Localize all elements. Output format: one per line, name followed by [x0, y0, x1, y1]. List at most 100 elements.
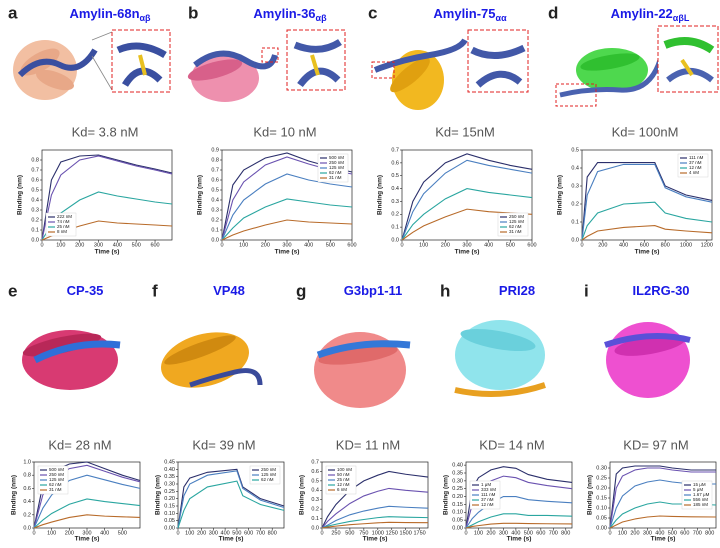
y-tick-label: 0.8: [31, 157, 39, 163]
legend-label: 31 nM: [49, 487, 62, 492]
y-tick-label: 0.15: [452, 502, 463, 508]
binding-curve: [41, 154, 173, 241]
helix: [580, 53, 640, 71]
helix: [390, 57, 430, 93]
binding-curve: [221, 219, 353, 241]
structure-a: [13, 29, 171, 100]
x-tick-label: 500: [506, 242, 515, 248]
y-tick-label: 0.2: [391, 212, 399, 218]
y-tick-label: 0.9: [211, 147, 219, 153]
y-tick-label: 0.25: [596, 475, 607, 481]
legend-label: 556 nM: [693, 497, 708, 502]
x-tick-label: 300: [282, 242, 291, 248]
panel-letter: c: [368, 3, 377, 22]
binding-curve: [609, 515, 717, 529]
x-tick-label: 400: [100, 530, 109, 536]
helix: [164, 335, 236, 365]
structure-h: [454, 320, 546, 397]
y-axis-label: Binding (nm): [197, 175, 204, 215]
x-axis-label: Time (s): [507, 536, 532, 543]
y-tick-label: 0.00: [164, 525, 175, 531]
connector: [91, 31, 113, 41]
y-tick-label: 0.30: [596, 465, 607, 471]
panel-title: Amylin-22αβL: [611, 6, 690, 23]
y-tick-label: 0.1: [31, 227, 39, 233]
plot-frame: [41, 149, 173, 241]
legend-label: 222 nM: [57, 214, 72, 219]
y-tick-label: 0.2: [311, 507, 319, 513]
x-tick-label: 200: [486, 530, 495, 536]
structure-b: [187, 29, 346, 102]
binding-curve: [221, 173, 353, 241]
legend-label: 31 nM: [509, 229, 522, 234]
panel-letter: d: [548, 3, 558, 22]
x-tick-label: 300: [82, 530, 91, 536]
kd-label: Kd= 10 nM: [253, 124, 316, 139]
structure-g: [314, 332, 411, 408]
x-tick-label: 200: [441, 242, 450, 248]
y-tick-label: 0.05: [164, 518, 175, 524]
zoom-box-small: [371, 61, 395, 79]
connector: [91, 55, 113, 91]
title-sub: αβ: [316, 13, 328, 23]
zoom-box: [657, 25, 719, 93]
x-tick-label: 200: [598, 242, 607, 248]
x-tick-label: 600: [536, 530, 545, 536]
y-tick-label: 0.4: [31, 197, 39, 203]
binding-curve: [465, 496, 573, 529]
x-tick-label: 500: [132, 242, 141, 248]
x-tick-label: 200: [630, 530, 639, 536]
x-tick-label: 800: [268, 530, 277, 536]
y-axis-label: Binding (nm): [587, 475, 594, 515]
x-tick-label: 200: [261, 242, 270, 248]
plot-frame: [177, 461, 285, 529]
kd-label: KD= 97 nM: [623, 437, 688, 452]
x-tick-label: 100: [239, 242, 248, 248]
binding-curve: [321, 505, 429, 529]
x-tick-label: 500: [232, 530, 241, 536]
legend-label: 50 nM: [337, 472, 350, 477]
x-tick-label: 400: [511, 530, 520, 536]
x-tick-label: 0: [608, 530, 611, 536]
y-tick-label: 0.40: [164, 467, 175, 473]
title-main: Amylin-36: [253, 6, 315, 21]
structure-c: [371, 29, 529, 110]
structure-i: [604, 322, 691, 398]
structure-f: [161, 332, 263, 388]
x-tick-label: 400: [619, 242, 628, 248]
x-tick-label: 500: [524, 530, 533, 536]
zoom-chain: [470, 44, 526, 88]
y-tick-label: 0.2: [211, 217, 219, 223]
y-tick-label: 0.0: [391, 237, 399, 243]
x-tick-label: 400: [655, 530, 664, 536]
y-tick-label: 0.20: [164, 496, 175, 502]
panel-title: IL2RG-30: [632, 283, 689, 298]
kd-label: Kd= 39 nM: [192, 437, 255, 452]
panel-title: Amylin-68nαβ: [69, 6, 151, 23]
binding-curve: [581, 225, 713, 241]
binder: [559, 59, 663, 98]
legend-box: [497, 212, 529, 237]
x-axis-label: Time (s): [455, 249, 480, 256]
x-tick-label: 750: [359, 530, 368, 536]
x-tick-label: 600: [527, 242, 536, 248]
legend-box: [677, 153, 709, 178]
title-sub: αβL: [673, 13, 690, 23]
y-tick-label: 0.7: [391, 147, 399, 153]
x-tick-label: 200: [65, 530, 74, 536]
legend-label: 1.67 μM: [693, 492, 710, 497]
x-tick-label: 500: [326, 242, 335, 248]
x-tick-label: 0: [40, 242, 43, 248]
y-tick-label: 0.5: [571, 147, 579, 153]
legend-label: 74 nM: [57, 219, 70, 224]
legend-label: 125 nM: [509, 219, 524, 224]
x-tick-label: 1000: [372, 530, 384, 536]
plot-frame: [465, 461, 573, 529]
legend-label: 62 nM: [509, 224, 522, 229]
y-tick-label: 0.5: [391, 173, 399, 179]
binder: [17, 48, 98, 78]
y-tick-label: 0.6: [211, 177, 219, 183]
legend-label: 62 nM: [329, 170, 342, 175]
legend-label: 111 nM: [689, 155, 704, 160]
legend-label: 6 nM: [337, 487, 347, 492]
